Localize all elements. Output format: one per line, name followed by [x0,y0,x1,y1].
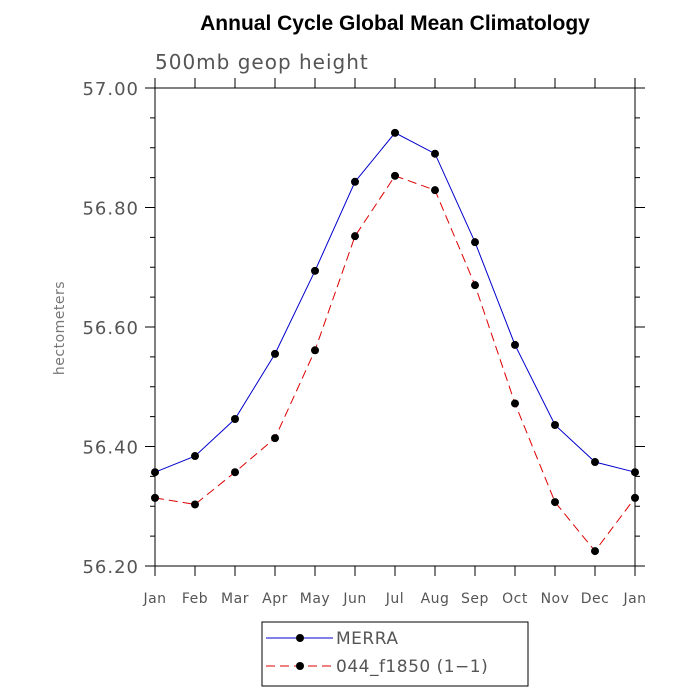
data-point-0-7 [431,149,439,158]
data-point-0-11 [591,458,599,467]
y-tick-label: 56.60 [82,318,139,339]
x-tick-label: Feb [182,591,208,607]
data-point-0-5 [351,177,359,186]
series-line-1 [154,175,636,552]
chart-subtitle: 500mb geop height [155,50,369,74]
legend: MERRA 044_f1850 (1−1) [261,621,529,687]
data-point-1-9 [511,399,519,408]
data-point-0-2 [231,415,239,424]
y-tick-label: 56.20 [82,557,139,578]
data-point-0-0 [151,468,159,477]
legend-box [261,621,529,687]
plot-frame [154,87,636,567]
data-point-0-8 [471,238,479,247]
data-point-1-5 [351,232,359,241]
data-point-0-6 [391,128,399,137]
y-tick-labels: 56.20 56.40 56.60 56.80 57.00 [82,79,139,578]
x-tick-label: Jun [342,591,366,607]
data-point-0-10 [551,420,559,429]
data-point-1-0 [151,493,159,502]
data-point-1-1 [191,500,199,509]
x-tick-label: Oct [502,591,528,607]
data-point-1-2 [231,468,239,477]
axis-ticks [145,78,645,576]
data-point-1-10 [551,498,559,507]
x-tick-label: Jan [622,591,646,607]
data-point-0-3 [271,349,279,358]
data-point-1-3 [271,434,279,443]
y-tick-label: 57.00 [82,79,139,100]
series-layer [151,128,639,556]
legend-marker-merra [296,634,304,642]
x-tick-labels: Jan Feb Mar Apr May Jun Jul Aug Sep Oct Nov Dec Jan [142,591,646,607]
data-point-1-6 [391,171,399,180]
x-tick-label: Mar [221,591,249,607]
data-point-1-11 [591,547,599,556]
x-tick-label: Nov [541,591,570,607]
x-tick-label: Apr [262,591,288,607]
legend-label-merra: MERRA [336,629,398,649]
x-tick-label: Aug [421,591,450,607]
x-tick-label: Dec [581,591,610,607]
y-tick-label: 56.40 [82,438,139,459]
legend-label-f1850: 044_f1850 (1−1) [336,657,488,677]
x-tick-label: Jul [385,591,404,607]
data-point-1-8 [471,281,479,290]
data-point-0-12 [631,468,639,477]
data-point-0-4 [311,266,319,275]
x-tick-label: Sep [461,591,489,607]
data-point-1-12 [631,493,639,502]
data-point-1-7 [431,186,439,195]
y-tick-label: 56.80 [82,199,139,220]
chart-title: Annual Cycle Global Mean Climatology [200,12,590,35]
y-axis-label: hectometers [52,281,68,375]
data-point-0-9 [511,340,519,349]
x-tick-label: Jan [142,591,166,607]
x-tick-label: May [300,591,330,607]
data-point-0-1 [191,452,199,461]
series-line-0 [154,132,636,473]
legend-marker-f1850 [296,662,304,670]
data-point-1-4 [311,346,319,355]
